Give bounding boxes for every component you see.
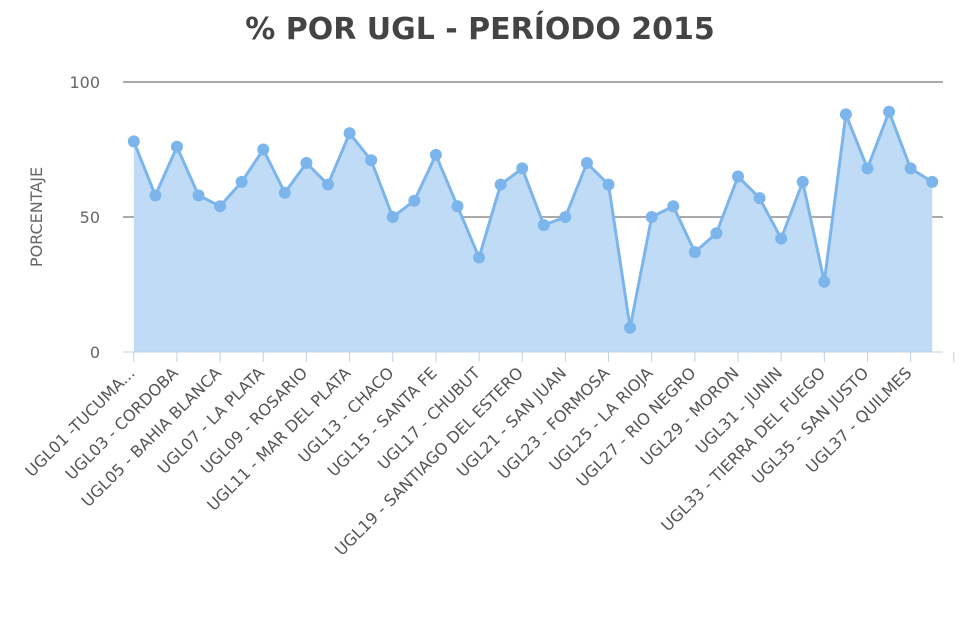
area-fill [133, 111, 933, 352]
data-point[interactable] [537, 219, 550, 232]
data-point[interactable] [818, 275, 831, 288]
data-point[interactable] [429, 148, 442, 161]
y-tick-label: 100 [69, 73, 100, 92]
data-point[interactable] [839, 108, 852, 121]
data-point[interactable] [796, 175, 809, 188]
y-tick-label: 50 [80, 208, 100, 227]
y-tick-labels: 0 50 100 [69, 73, 100, 362]
data-points [127, 105, 939, 334]
data-point[interactable] [904, 162, 917, 175]
data-point[interactable] [710, 227, 723, 240]
data-point[interactable] [861, 162, 874, 175]
data-point[interactable] [300, 157, 313, 169]
data-point[interactable] [516, 162, 529, 175]
data-point[interactable] [451, 200, 464, 213]
data-point[interactable] [667, 200, 680, 213]
data-point[interactable] [883, 105, 896, 118]
data-point[interactable] [170, 140, 183, 153]
data-point[interactable] [322, 178, 334, 191]
data-point[interactable] [559, 211, 572, 223]
series-line [132, 110, 934, 330]
data-point[interactable] [494, 178, 507, 191]
data-point[interactable] [732, 170, 744, 183]
data-point[interactable] [688, 246, 701, 259]
data-point[interactable] [926, 175, 939, 188]
data-point[interactable] [602, 178, 615, 191]
y-tick-label: 0 [90, 343, 100, 362]
x-axis [123, 351, 955, 362]
data-point[interactable] [645, 211, 658, 223]
data-point[interactable] [235, 175, 248, 188]
data-point[interactable] [408, 194, 421, 207]
series-area [132, 110, 934, 352]
data-point[interactable] [580, 157, 593, 169]
data-point[interactable] [192, 189, 205, 202]
data-point[interactable] [473, 251, 486, 264]
data-point[interactable] [365, 154, 378, 167]
data-point[interactable] [214, 200, 227, 213]
chart-title: % POR UGL - PERÍODO 2015 [245, 11, 715, 47]
data-point[interactable] [624, 321, 637, 334]
data-point[interactable] [127, 135, 140, 148]
data-point[interactable] [753, 192, 766, 205]
y-axis-label: PORCENTAJE [27, 167, 46, 267]
data-point[interactable] [343, 127, 356, 140]
data-point[interactable] [775, 232, 788, 245]
data-point[interactable] [149, 189, 162, 202]
data-point[interactable] [386, 211, 399, 223]
data-point[interactable] [278, 186, 291, 199]
data-point[interactable] [257, 143, 270, 156]
